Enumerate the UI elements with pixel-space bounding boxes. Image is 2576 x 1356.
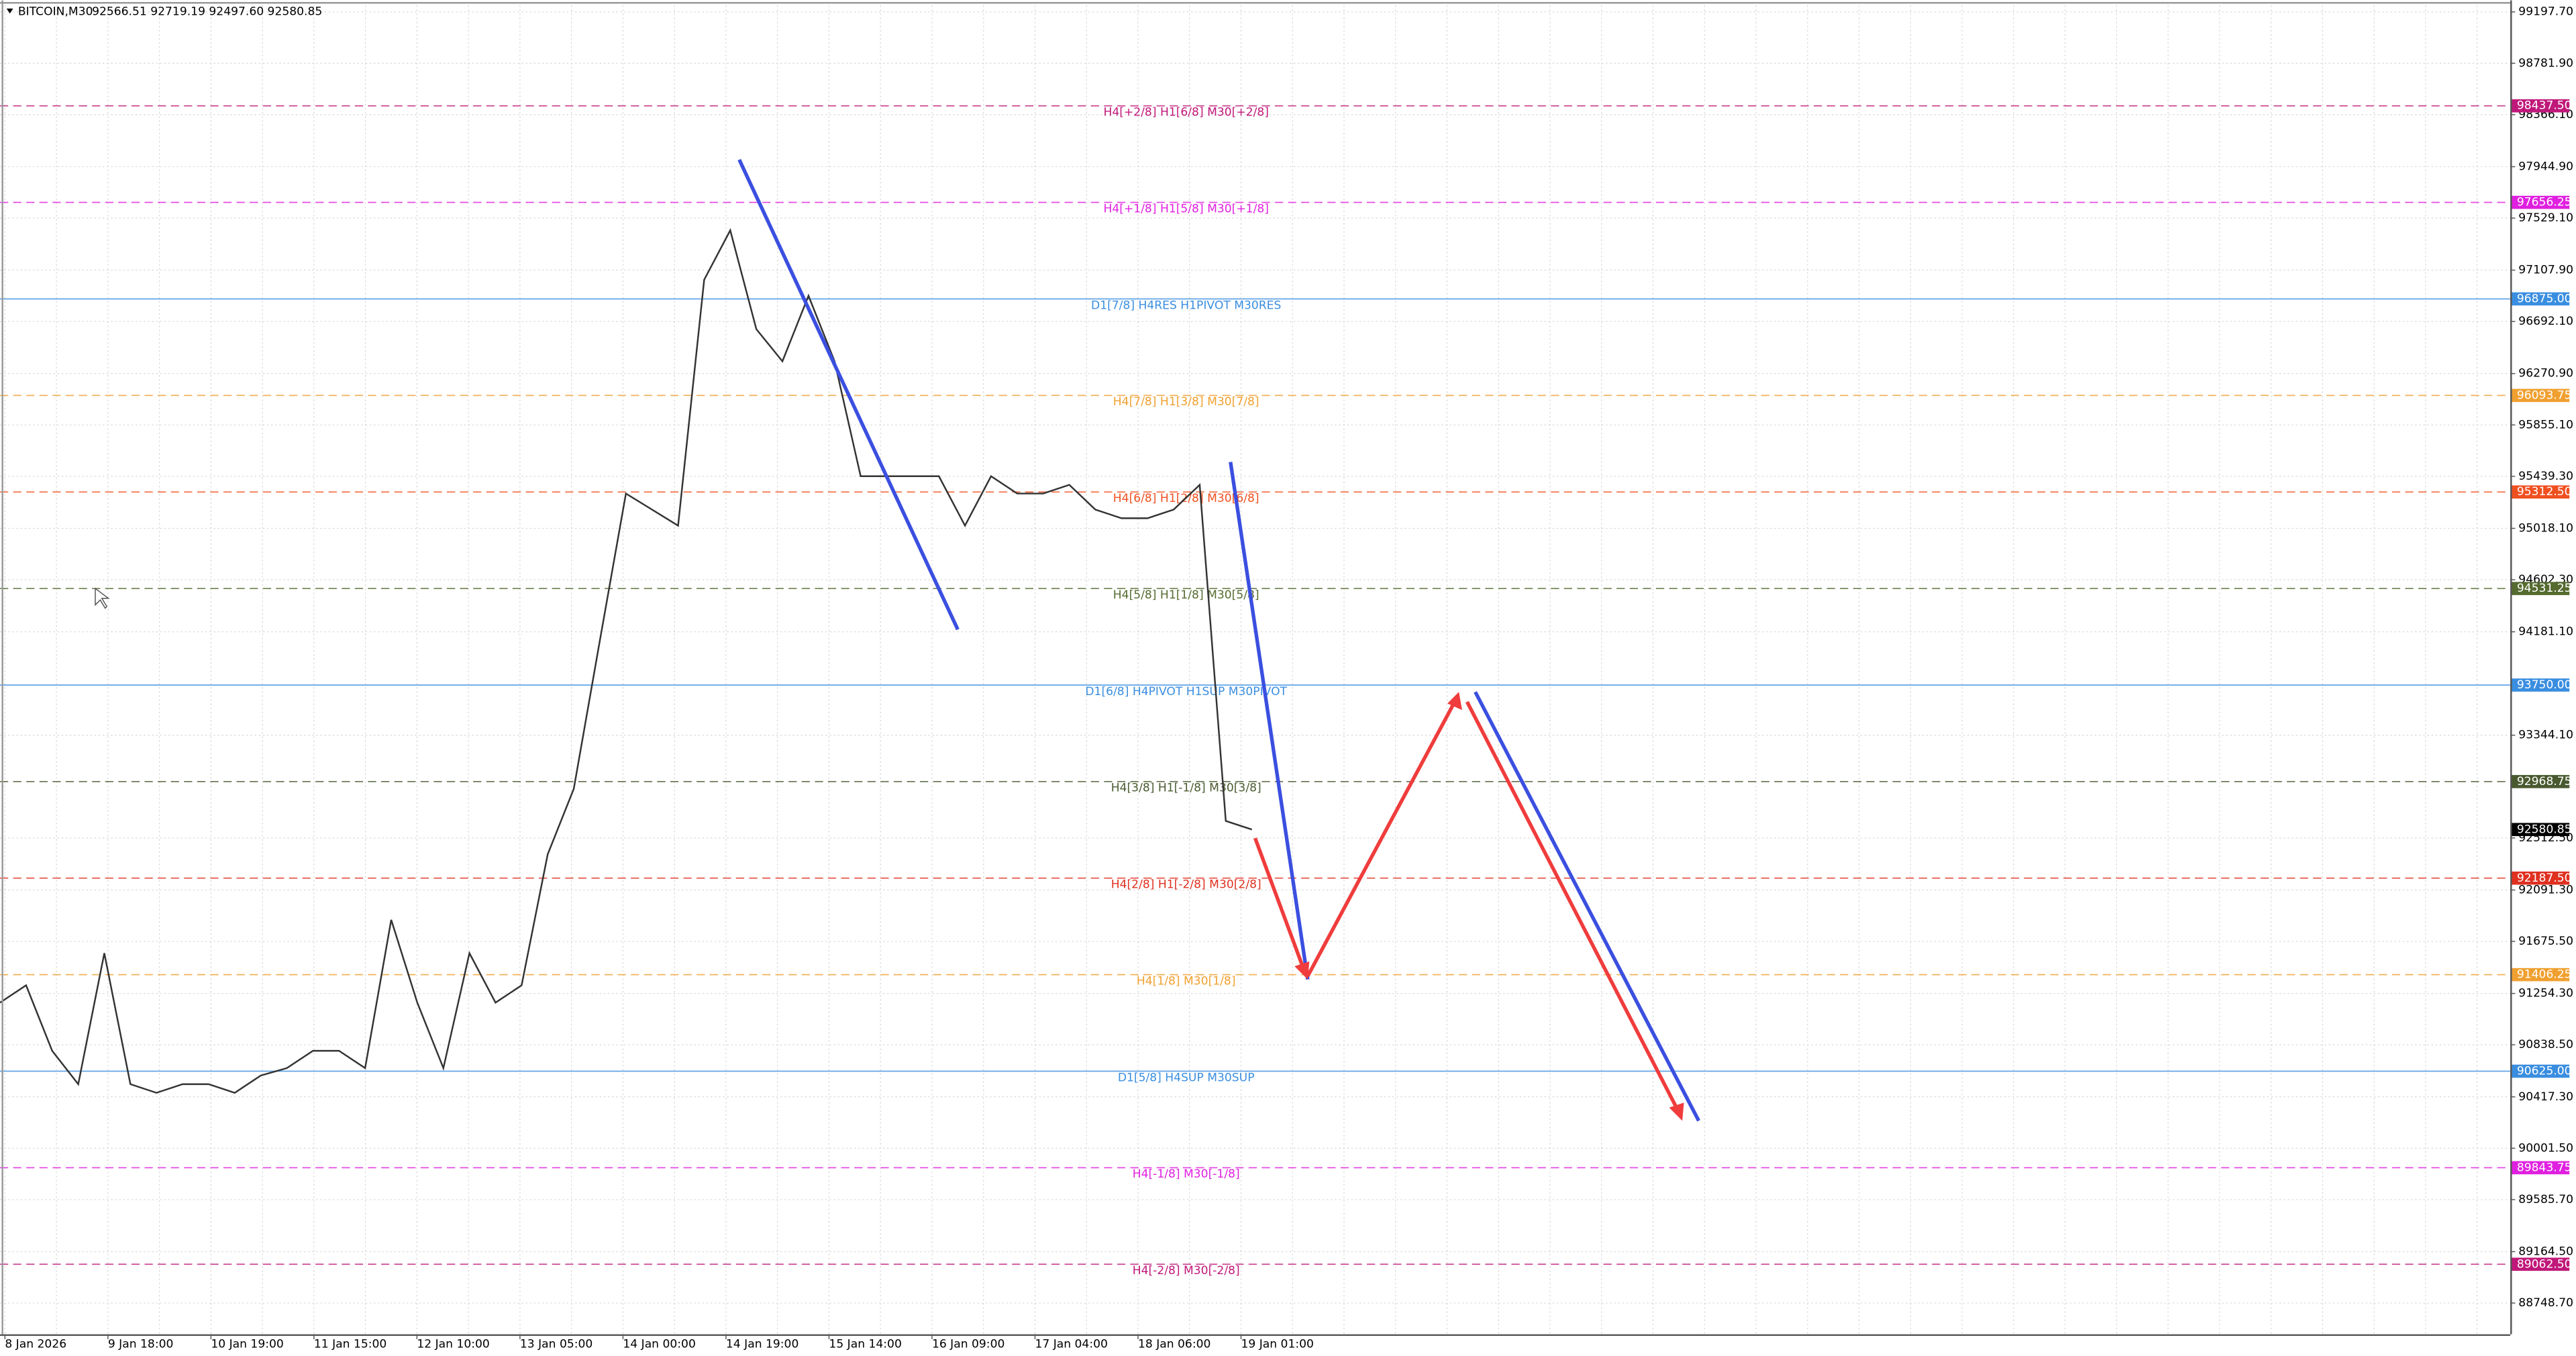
y-tick-label: 91675.50: [2518, 935, 2573, 948]
level-label: D1[6/8] H4PIVOT H1SUP M30PIVOT: [1085, 685, 1287, 698]
price-tag: [2512, 968, 2570, 982]
level-label: H4[2/8] H1[-2/8] M30[2/8]: [1111, 878, 1261, 892]
level-label: D1[5/8] H4SUP M30SUP: [1118, 1071, 1255, 1084]
last-price-tag: [2512, 823, 2570, 837]
y-tick-label: 89585.70: [2518, 1193, 2573, 1206]
level-label: H4[1/8] M30[1/8]: [1137, 974, 1236, 988]
y-tick-label: 93344.10: [2518, 729, 2573, 742]
y-tick-label: 97944.90: [2518, 160, 2573, 173]
quote: 92566.51 92719.19 92497.60 92580.85: [92, 5, 322, 19]
price-tag-label: 95312.50: [2517, 485, 2572, 499]
x-tick-label: 12 Jan 10:00: [417, 1337, 489, 1351]
trend-line: [1474, 691, 1700, 1122]
price-tag-label: 91406.25: [2517, 968, 2572, 982]
arrow: [1465, 700, 1681, 1114]
trend-line: [1229, 462, 1310, 980]
x-tick-label: 15 Jan 14:00: [829, 1337, 901, 1351]
trend-line: [737, 158, 960, 631]
last-price-label: 92580.85: [2517, 823, 2572, 836]
price-tag: [2512, 871, 2570, 885]
level-label: H4[+2/8] H1[6/8] M30[+2/8]: [1103, 106, 1268, 119]
price-tag-label: 97656.25: [2517, 196, 2572, 209]
y-tick-label: 88748.70: [2518, 1296, 2573, 1310]
price-tag: [2512, 485, 2570, 499]
price-tag-label: 92187.50: [2517, 872, 2572, 885]
cursor: [95, 587, 110, 609]
x-tick-label: 14 Jan 19:00: [726, 1337, 798, 1351]
x-tick-label: 16 Jan 09:00: [932, 1337, 1004, 1351]
y-tick-label: 96692.10: [2518, 315, 2573, 328]
level-label: H4[+1/8] H1[5/8] M30[+1/8]: [1103, 202, 1268, 215]
x-tick-label: 19 Jan 01:00: [1241, 1337, 1313, 1351]
price-tag: [2512, 99, 2570, 113]
price-tag-label: 96093.75: [2517, 388, 2572, 402]
x-tick-label: 18 Jan 06:00: [1138, 1337, 1210, 1351]
y-tick-label: 89164.50: [2518, 1245, 2573, 1258]
price-line: [0, 227, 1253, 1094]
y-tick-label: 90001.50: [2518, 1141, 2573, 1155]
y-tick-label: 91254.30: [2518, 987, 2573, 1000]
price-tag: [2512, 775, 2570, 788]
y-tick-label: 97107.90: [2518, 264, 2573, 277]
price: [0, 227, 1253, 1094]
price-tag: [2512, 292, 2570, 306]
x-tick-label: 11 Jan 15:00: [314, 1337, 387, 1351]
x-tick-label: 14 Jan 00:00: [623, 1337, 695, 1351]
arrow-head: [1669, 1102, 1684, 1121]
level-label: H4[3/8] H1[-1/8] M30[3/8]: [1111, 782, 1261, 795]
chart-title: BITCOIN,M30: [18, 5, 93, 19]
y-tick-label: 95018.10: [2518, 521, 2573, 535]
y-tick-label: 96270.90: [2518, 367, 2573, 380]
trend-annotations: [737, 158, 1700, 1122]
x-tick-label: 9 Jan 18:00: [108, 1337, 174, 1351]
price-tag-label: 94531.25: [2517, 582, 2572, 595]
y-tick-label: 90417.30: [2518, 1090, 2573, 1104]
y-tick-label: 90838.50: [2518, 1038, 2573, 1051]
y-tick-label: 94181.10: [2518, 625, 2573, 639]
grid: [0, 5, 2511, 1335]
y-tick-label: 92091.30: [2518, 883, 2573, 896]
price-tag-label: 98437.50: [2517, 99, 2572, 113]
x-tick-label: 8 Jan 2026: [5, 1337, 66, 1351]
arrow: [1253, 837, 1306, 972]
price-tag-label: 90625.00: [2517, 1065, 2572, 1078]
x-tick-label: 17 Jan 04:00: [1035, 1337, 1107, 1351]
price-tag-label: 96875.00: [2517, 292, 2572, 305]
price-tag: [2512, 1161, 2570, 1175]
menu-arrow[interactable]: [6, 8, 13, 14]
arrow-head: [1447, 692, 1463, 711]
price-tag: [2512, 1064, 2570, 1078]
price-tag: [2512, 195, 2570, 209]
price-tag-label: 89843.75: [2517, 1161, 2572, 1174]
levels: H4[+2/8] H1[6/8] M30[+2/8] H4[+1/8] H1[5/…: [0, 105, 2511, 1277]
price-tag: [2512, 678, 2570, 692]
price-tag: [2512, 388, 2570, 403]
x-tick-label: 13 Jan 05:00: [520, 1337, 593, 1351]
price-tag-label: 89062.50: [2517, 1257, 2572, 1271]
y-tick-label: 97529.10: [2518, 211, 2573, 225]
y-tick-label: 99197.70: [2518, 5, 2573, 19]
level-label: H4[5/8] H1[1/8] M30[5/8]: [1113, 588, 1259, 602]
price-tag: [2512, 1257, 2570, 1271]
level-label: H4[7/8] H1[3/8] M30[7/8]: [1113, 395, 1259, 409]
price-tag-label: 93750.00: [2517, 678, 2572, 692]
price-tag: [2512, 582, 2570, 595]
level-label: H4[-2/8] M30[-2/8]: [1133, 1264, 1240, 1277]
arrow: [1306, 699, 1457, 978]
level-label: H4[-1/8] M30[-1/8]: [1133, 1167, 1240, 1181]
arrow-head: [1294, 961, 1310, 980]
y-tick-label: 98781.90: [2518, 56, 2573, 70]
level-label: D1[7/8] H4RES H1PIVOT M30RES: [1091, 299, 1281, 312]
x-tick-label: 10 Jan 19:00: [211, 1337, 283, 1351]
price-tag-label: 92968.75: [2517, 775, 2572, 788]
y-tick-label: 95855.10: [2518, 418, 2573, 431]
y-tick-label: 95439.30: [2518, 470, 2573, 483]
